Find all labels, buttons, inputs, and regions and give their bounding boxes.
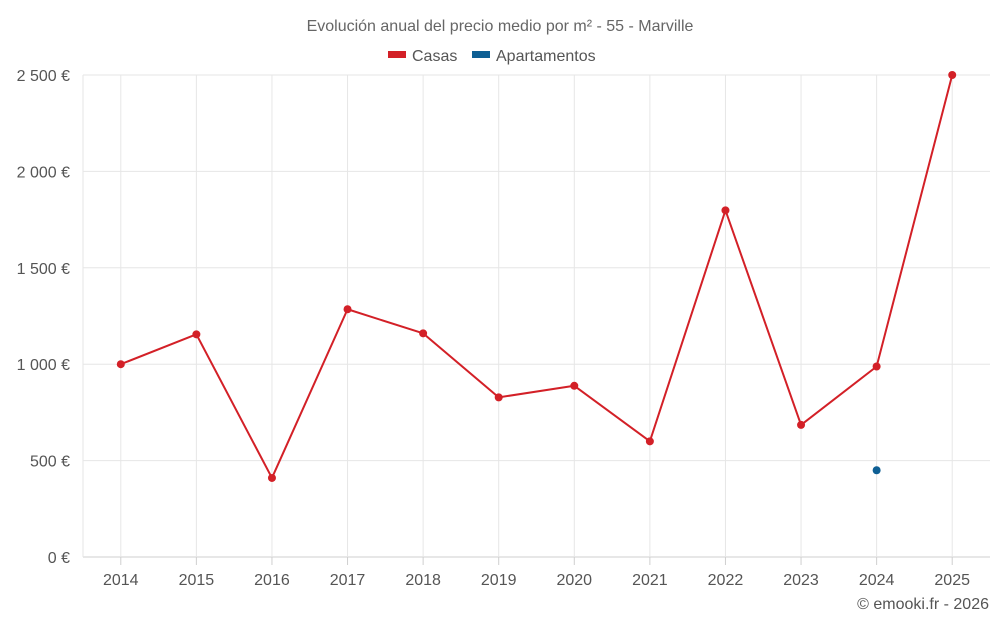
legend-label-casas: Casas [412,48,457,65]
x-axis: 2014 2015 2016 2017 2018 2019 2020 2021 2022 2023… [103,557,970,589]
x-tick-label: 2019 [481,572,517,589]
x-tick-label: 2023 [783,572,819,589]
y-tick-label: 0 € [48,550,70,567]
legend-item-apartamentos[interactable]: Apartamentos [472,48,596,65]
y-tick-label: 500 € [30,454,70,471]
series-line-casas [120,74,954,479]
data-point-casas[interactable] [192,330,201,339]
x-tick-label: 2024 [859,572,895,589]
x-tick-label: 2017 [330,572,366,589]
grid-lines [82,74,990,558]
x-tick-label: 2016 [254,572,290,589]
y-tick-label: 1 000 € [17,357,70,374]
x-tick-label: 2015 [179,572,215,589]
data-point-casas[interactable] [872,362,881,371]
chart-title: Evolución anual del precio medio por m² … [307,18,694,35]
y-tick-label: 2 500 € [17,68,70,85]
data-point-casas[interactable] [570,381,579,390]
y-tick-label: 1 500 € [17,261,70,278]
y-axis: 0 € 500 € 1 000 € 1 500 € 2 000 € 2 500 € [17,68,70,567]
data-point-casas[interactable] [494,393,503,402]
legend-item-casas[interactable]: Casas [388,48,457,65]
data-point-apartamentos[interactable] [872,466,881,475]
x-tick-label: 2014 [103,572,139,589]
credit-text: © emooki.fr - 2026 [857,596,989,613]
data-point-casas[interactable] [645,437,654,446]
data-point-casas[interactable] [267,473,276,482]
legend-swatch-casas [388,51,406,58]
x-tick-label: 2022 [708,572,744,589]
legend: Casas Apartamentos [388,48,596,65]
data-point-casas[interactable] [948,71,957,79]
legend-swatch-apartamentos [472,51,490,58]
data-point-casas[interactable] [116,360,125,369]
series-layer [116,71,957,482]
data-point-casas[interactable] [343,305,352,314]
y-tick-label: 2 000 € [17,164,70,181]
x-tick-label: 2025 [934,572,970,589]
data-point-casas[interactable] [419,329,428,338]
data-point-casas[interactable] [721,206,730,215]
x-tick-label: 2021 [632,572,668,589]
x-tick-label: 2018 [405,572,441,589]
legend-label-apartamentos: Apartamentos [496,48,596,65]
x-tick-label: 2020 [556,572,592,589]
data-point-casas[interactable] [797,420,806,429]
